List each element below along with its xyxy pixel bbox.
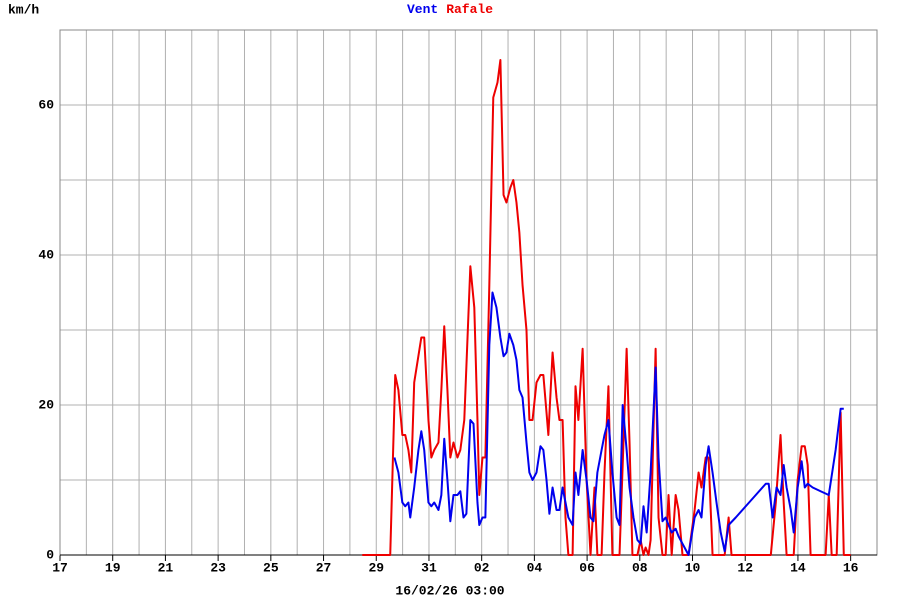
x-tick-label: 02 — [474, 560, 490, 575]
x-tick-label: 08 — [632, 560, 648, 575]
x-tick-label: 31 — [421, 560, 437, 575]
x-tick-label: 29 — [368, 560, 384, 575]
legend-entry: Vent — [407, 2, 438, 17]
legend: Vent Rafale — [407, 2, 493, 17]
x-tick-label: 25 — [263, 560, 279, 575]
x-tick-label: 16 — [843, 560, 859, 575]
x-tick-label: 17 — [52, 560, 68, 575]
y-tick-label: 60 — [38, 97, 54, 112]
x-tick-label: 19 — [105, 560, 121, 575]
x-tick-label: 23 — [210, 560, 226, 575]
x-tick-label: 21 — [158, 560, 174, 575]
x-tick-label: 27 — [316, 560, 332, 575]
x-tick-label: 04 — [527, 560, 543, 575]
x-tick-label: 12 — [737, 560, 753, 575]
y-tick-label: 40 — [38, 247, 54, 262]
x-tick-label: 14 — [790, 560, 806, 575]
series-line — [362, 59, 851, 556]
y-axis-label: km/h — [8, 2, 39, 17]
legend-entry: Rafale — [446, 2, 493, 17]
y-tick-label: 20 — [38, 397, 54, 412]
footer: 16/02/26 03:00 — [395, 583, 504, 598]
y-tick-label: 0 — [46, 547, 54, 562]
x-tick-label: 10 — [685, 560, 701, 575]
series-line — [393, 291, 844, 556]
x-tick-label: 06 — [579, 560, 595, 575]
